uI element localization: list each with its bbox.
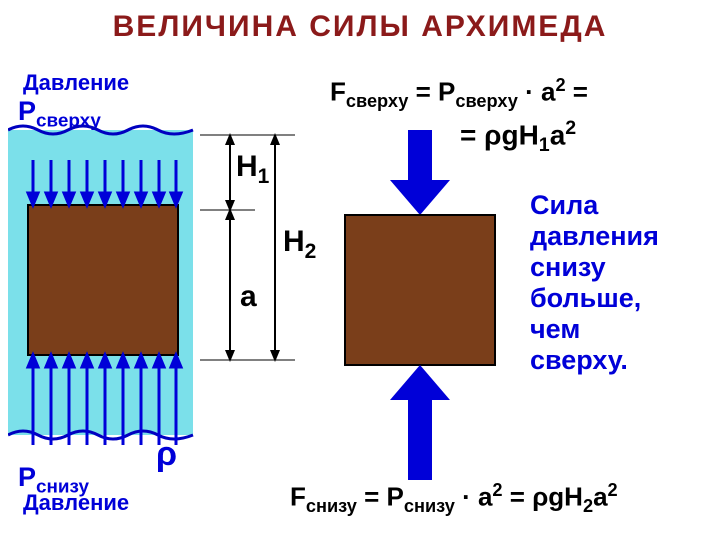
side-l5: чем	[530, 314, 659, 345]
eq-top-line1: Fсверху = Pсверху · a2 =	[330, 75, 588, 112]
eq-top-dot: · a	[518, 77, 556, 107]
eq-top-f: F	[330, 77, 346, 107]
left-diagram-svg	[8, 70, 208, 510]
bottom-arrows	[28, 355, 181, 445]
eq-bot-a: a	[593, 482, 607, 512]
eq-bot-hsub: 2	[583, 496, 593, 516]
label-h2: H2	[283, 225, 316, 264]
eq-bot-rest: gH	[548, 482, 583, 512]
label-rho-left: ρ	[156, 435, 177, 474]
label-a: a	[240, 280, 257, 314]
eq-bot-eq2: =	[503, 482, 533, 512]
eq-top-fsub: сверху	[346, 91, 409, 111]
side-l3: снизу	[530, 252, 659, 283]
big-up-arrow	[390, 365, 450, 400]
eq-bottom: Fснизу = Pснизу · a2 = ρgH2a2	[290, 480, 618, 517]
eq-top2-asup: 2	[565, 117, 576, 139]
big-down-arrow	[390, 180, 450, 215]
eq-bot-f: F	[290, 482, 306, 512]
eq-top-psub: сверху	[455, 91, 518, 111]
eq-bot-rho: ρ	[532, 482, 548, 512]
h2-sub: 2	[305, 240, 317, 263]
eq-bot-sup: 2	[492, 480, 502, 500]
label-h1: H1	[236, 150, 269, 189]
cube-left	[28, 205, 178, 355]
eq-top2-hsub: 1	[539, 134, 550, 156]
eq-bot-fsub: снизу	[306, 496, 357, 516]
eq-bot-psub: снизу	[404, 496, 455, 516]
side-text: Сила давления снизу больше, чем сверху.	[530, 190, 659, 376]
right-svg	[330, 130, 530, 490]
eq-top-sup: 2	[555, 75, 565, 95]
p-snizu-p: P	[18, 462, 36, 492]
eq-bot-eq1: = P	[357, 482, 404, 512]
h1-h: H	[236, 150, 258, 183]
h2-h: H	[283, 225, 305, 258]
eq-top-eq2: =	[566, 77, 588, 107]
side-l6: сверху.	[530, 345, 659, 376]
eq-bot-dot: · a	[455, 482, 493, 512]
eq-top-eq1: = P	[408, 77, 455, 107]
side-l4: больше,	[530, 283, 659, 314]
side-l1: Сила	[530, 190, 659, 221]
cube-right	[345, 215, 495, 365]
right-panel: Fсверху = Pсверху · a2 = = ρgH1a2 Сила д…	[320, 75, 720, 520]
side-l2: давления	[530, 221, 659, 252]
left-diagram: Давление Pсверху	[8, 70, 208, 515]
page-title: ВЕЛИЧИНА СИЛЫ АРХИМЕДА	[0, 10, 720, 44]
eq-bot-asup: 2	[608, 480, 618, 500]
top-arrows	[28, 160, 181, 205]
label-davlenie-bottom: Давление	[23, 490, 129, 516]
h1-sub: 1	[258, 165, 270, 188]
eq-top2-a: a	[550, 119, 566, 150]
